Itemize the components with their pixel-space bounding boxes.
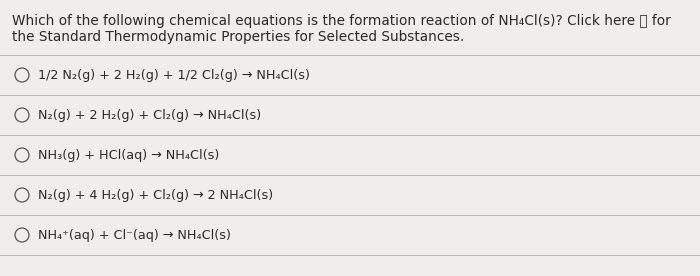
Text: N₂(g) + 4 H₂(g) + Cl₂(g) → 2 NH₄Cl(s): N₂(g) + 4 H₂(g) + Cl₂(g) → 2 NH₄Cl(s) (38, 189, 273, 201)
Text: Which of the following chemical equations is the formation reaction of NH₄Cl(s)?: Which of the following chemical equation… (12, 14, 671, 28)
Text: NH₃(g) + HCl(aq) → NH₄Cl(s): NH₃(g) + HCl(aq) → NH₄Cl(s) (38, 148, 219, 161)
Text: NH₄⁺(aq) + Cl⁻(aq) → NH₄Cl(s): NH₄⁺(aq) + Cl⁻(aq) → NH₄Cl(s) (38, 229, 231, 242)
Text: N₂(g) + 2 H₂(g) + Cl₂(g) → NH₄Cl(s): N₂(g) + 2 H₂(g) + Cl₂(g) → NH₄Cl(s) (38, 108, 261, 121)
Text: the Standard Thermodynamic Properties for Selected Substances.: the Standard Thermodynamic Properties fo… (12, 30, 464, 44)
Text: 1/2 N₂(g) + 2 H₂(g) + 1/2 Cl₂(g) → NH₄Cl(s): 1/2 N₂(g) + 2 H₂(g) + 1/2 Cl₂(g) → NH₄Cl… (38, 68, 310, 81)
